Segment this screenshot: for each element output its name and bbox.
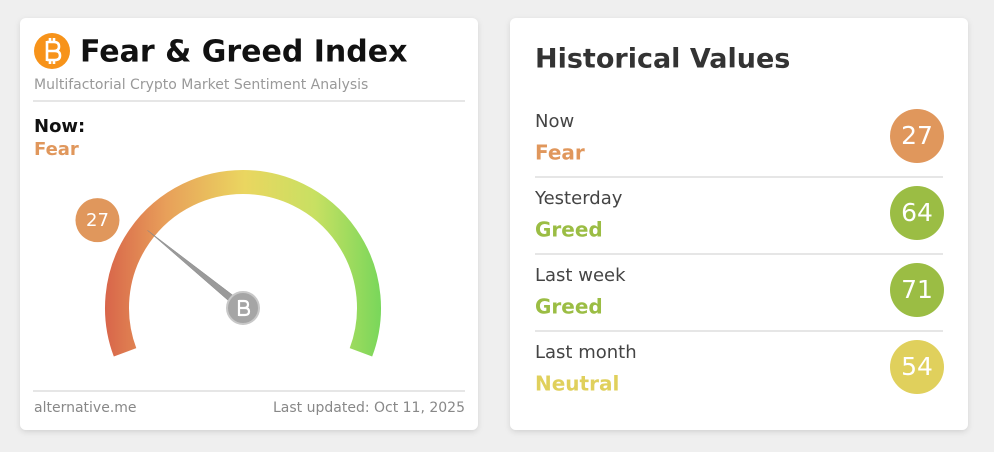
gauge-value-badge <box>75 198 120 243</box>
row-label: Now <box>535 111 574 132</box>
now-label: Now: <box>34 116 85 137</box>
value-badge <box>890 186 944 240</box>
row-classification: Greed <box>535 295 603 319</box>
row-label: Yesterday <box>534 188 623 209</box>
history-title: Historical Values <box>535 44 790 75</box>
hub-glyph <box>237 299 251 317</box>
subtitle: Multifactorial Crypto Market Sentiment A… <box>34 77 368 93</box>
gauge: 27 <box>75 170 381 357</box>
row-value: 64 <box>901 198 933 227</box>
row-classification: Fear <box>535 141 585 165</box>
row-value: 54 <box>901 352 933 381</box>
row-label: Last week <box>535 265 626 286</box>
row-value: 71 <box>901 275 933 304</box>
history-list: Now Fear 27 Yesterday Greed 64 Last week Greed 7… <box>534 109 944 396</box>
row-label: Last month <box>535 342 637 363</box>
value-badge <box>890 109 944 163</box>
last-updated: Last updated: Oct 11, 2025 <box>273 400 465 416</box>
value-badge <box>890 263 944 317</box>
gauge-value: 27 <box>86 210 109 231</box>
row-value: 27 <box>901 121 933 150</box>
title: Fear & Greed Index <box>80 35 407 70</box>
source: alternative.me <box>34 400 137 416</box>
bitcoin-glyph <box>45 38 62 64</box>
history-card <box>510 18 968 430</box>
now-classification: Fear <box>34 139 79 160</box>
gauge-arc <box>105 170 381 357</box>
row-classification: Greed <box>535 218 603 242</box>
value-badge <box>890 340 944 394</box>
row-classification: Neutral <box>535 372 619 396</box>
